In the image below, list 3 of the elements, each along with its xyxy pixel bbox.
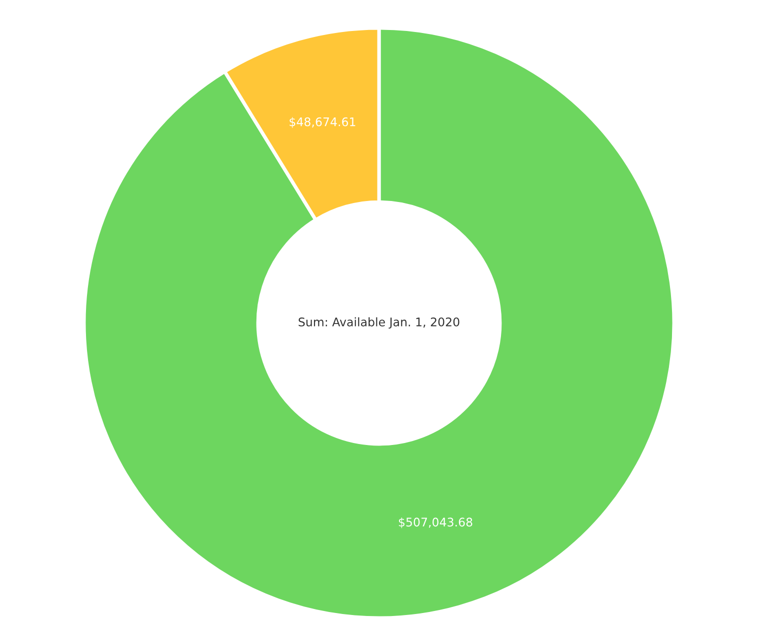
text: Sum: Available Jan. 1, 2020 [298, 317, 460, 329]
data-label: $48,674.61 [290, 117, 356, 128]
data-label: $507,043.68 [398, 517, 472, 528]
